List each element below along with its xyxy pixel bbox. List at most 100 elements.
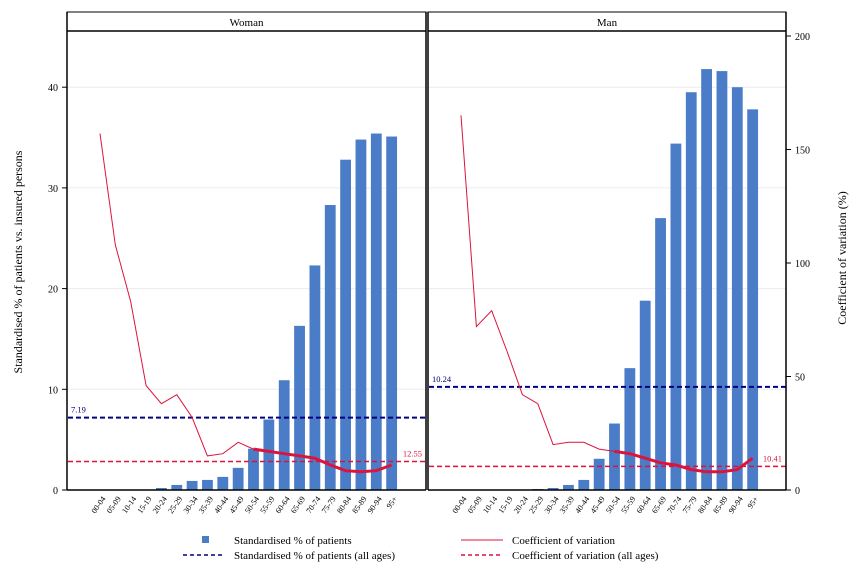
x-tick-label: 10-14: [120, 495, 138, 515]
y2-tick-label: 200: [795, 32, 810, 43]
bar: [563, 484, 574, 490]
bar: [294, 325, 305, 490]
y2-axis-title: Coefficient of variation (%): [835, 191, 849, 324]
x-tick-label: 50-54: [604, 495, 622, 515]
bar: [355, 139, 367, 490]
x-tick-label: 05-09: [105, 495, 123, 515]
y-tick-label: 40: [48, 83, 58, 94]
bar: [685, 92, 697, 491]
x-tick-label: 15-19: [136, 495, 154, 515]
x-tick-label: 05-09: [466, 495, 484, 515]
bar: [248, 448, 259, 490]
y-tick-label: 30: [48, 184, 58, 195]
x-tick-label: 55-59: [258, 495, 276, 515]
bar: [624, 368, 636, 490]
legend-marker: [202, 536, 209, 543]
x-tick-label: 35-39: [197, 495, 215, 515]
mean-pct-label: 7.19: [71, 405, 86, 415]
frame-layer: Woman Man: [66, 11, 787, 491]
x-tick-label: 95+: [746, 494, 761, 510]
x-tick-label: 20-24: [151, 495, 169, 515]
y2-tick-label: 150: [795, 146, 810, 157]
x-tick-label: 50-54: [243, 495, 261, 515]
bar: [731, 87, 743, 490]
cv-line-highlight: [253, 447, 393, 474]
bar: [340, 159, 351, 491]
bar: [670, 143, 682, 491]
x-tick-label: 75-79: [681, 495, 699, 515]
bar: [747, 109, 759, 490]
x-tick-label: 80-84: [335, 495, 353, 515]
x-tick-label: 60-64: [274, 495, 292, 515]
x-tick-label: 70-74: [665, 495, 683, 515]
x-tick-label: 80-84: [696, 495, 714, 515]
panel-title: Man: [597, 17, 618, 29]
x-tick-label: 95+: [385, 494, 400, 510]
x-tick-label: 30-34: [182, 495, 200, 515]
y2-tick-label: 50: [795, 373, 805, 384]
x-tick-label: 45-49: [589, 495, 607, 515]
bar: [202, 479, 213, 490]
bar: [263, 419, 275, 490]
bar: [639, 300, 651, 490]
x-tick-label: 70-74: [304, 495, 322, 515]
bar: [386, 136, 398, 490]
bar: [324, 205, 336, 491]
bar: [716, 71, 728, 490]
mean-cv-label: 10.41: [763, 453, 782, 463]
y-tick-label: 0: [53, 486, 58, 497]
x-tick-label: 90-94: [727, 495, 745, 515]
bar: [547, 487, 559, 490]
x-tick-label: 20-24: [512, 495, 530, 515]
lines-layer: 7.19 12.55 10.24 10.41: [68, 115, 786, 474]
legend-label: Standardised % of patients: [234, 535, 352, 547]
y2-tick-label: 100: [795, 259, 810, 270]
panel-title: Woman: [230, 17, 264, 29]
legend-layer: Standardised % of patients Coefficient of…: [183, 535, 659, 562]
bar: [217, 476, 229, 490]
mean-pct-label: 10.24: [432, 374, 452, 384]
cv-line-highlight: [614, 449, 754, 474]
bar: [278, 380, 290, 490]
x-tick-label: 65-69: [289, 495, 307, 515]
mean-cv-label: 12.55: [403, 449, 422, 459]
x-tick-label: 45-49: [228, 495, 246, 515]
y-axis-title: Standardised % of patients vs. insured p…: [11, 150, 25, 373]
bar: [578, 479, 590, 490]
bar: [701, 69, 712, 490]
bar: [156, 487, 167, 490]
bar: [370, 133, 382, 490]
x-tick-label: 65-69: [650, 495, 668, 515]
x-tick-label: 00-04: [89, 495, 107, 515]
legend-label: Standardised % of patients (all ages): [234, 550, 395, 562]
x-tick-label: 35-39: [558, 495, 576, 515]
x-tick-label: 40-44: [212, 495, 230, 515]
x-tick-label: 85-89: [350, 495, 368, 515]
x-tick-label: 25-29: [527, 495, 545, 515]
bar: [171, 484, 183, 490]
x-tick-label: 75-79: [320, 495, 338, 515]
x-tick-label: 00-04: [450, 495, 468, 515]
x-tick-label: 10-14: [481, 495, 499, 515]
x-tick-label: 15-19: [497, 495, 515, 515]
bar: [655, 218, 666, 491]
bar: [309, 265, 321, 490]
bar: [593, 458, 605, 490]
y-tick-label: 20: [48, 285, 58, 296]
x-tick-label: 25-29: [166, 495, 184, 515]
legend-label: Coefficient of variation (all ages): [512, 550, 659, 562]
x-tick-label: 55-59: [619, 495, 637, 515]
x-tick-label: 30-34: [543, 495, 561, 515]
y2-tick-label: 0: [795, 486, 800, 497]
x-tick-label: 40-44: [573, 495, 591, 515]
legend-label: Coefficient of variation: [512, 535, 616, 547]
bar: [232, 467, 244, 490]
x-tick-label: 90-94: [366, 495, 384, 515]
bar: [186, 480, 198, 490]
y-tick-label: 10: [48, 385, 58, 396]
bars-layer: [156, 69, 759, 491]
x-tick-label: 60-64: [635, 495, 653, 515]
bar: [609, 423, 620, 490]
x-tick-label: 85-89: [711, 495, 729, 515]
